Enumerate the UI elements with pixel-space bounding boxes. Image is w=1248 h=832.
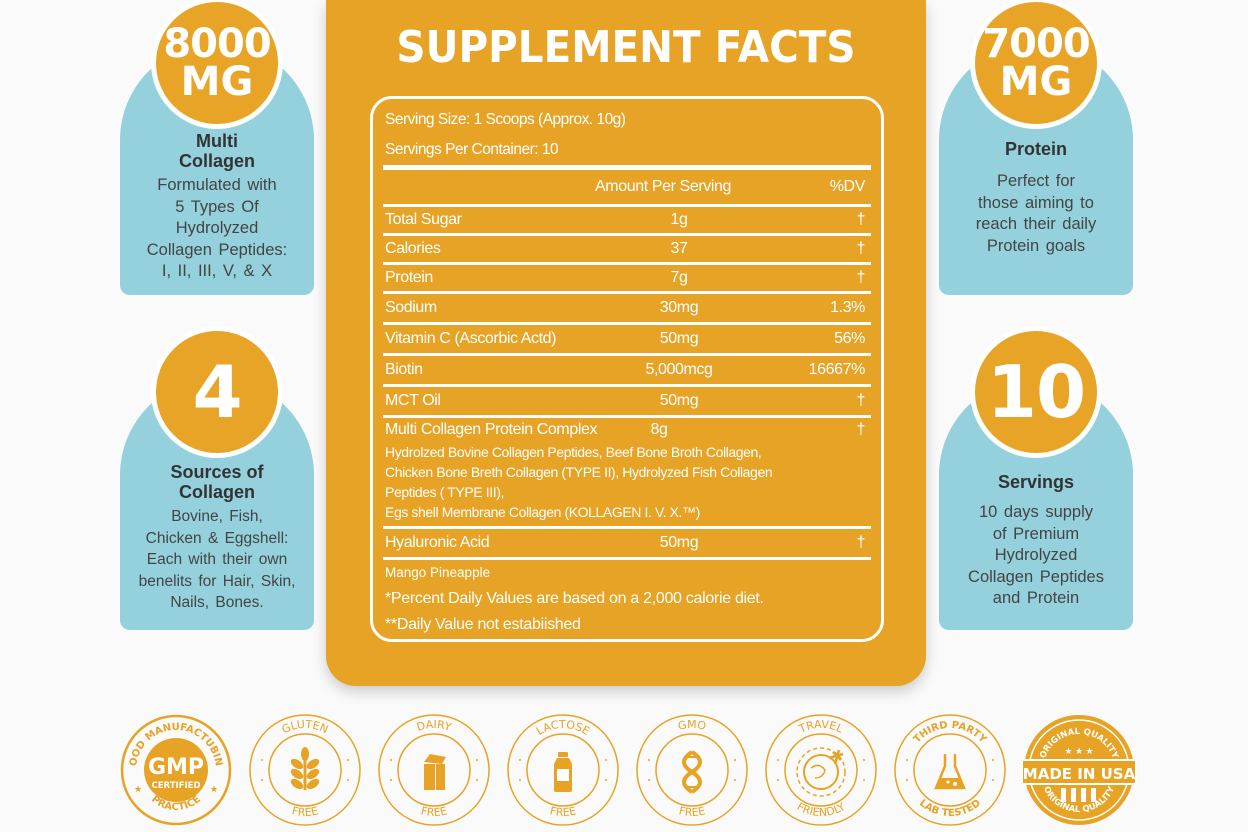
badge-gmo-free: GMO FREE xyxy=(634,712,750,828)
stat-description: Bovine, Fish, Chicken & Eggshell: Each w… xyxy=(138,508,296,611)
stat-unit: MG xyxy=(180,59,254,105)
divider xyxy=(383,526,871,529)
stat-circle: 7000 MG xyxy=(970,0,1102,129)
badge-travel-friendly: TRAVEL FRIENDLY xyxy=(763,712,879,828)
svg-text:FRIENDLY: FRIENDLY xyxy=(795,800,848,819)
complex-ingredients: Hydrolzed Bovine Collagen Peptides, Beef… xyxy=(385,444,773,520)
stat-description: Formulated with 5 Types Of Hydrolyzed Co… xyxy=(146,176,288,280)
stat-title: Servings xyxy=(997,472,1075,492)
table-row: Hyaluronic Acid 50mg † xyxy=(385,534,865,551)
stat-card-servings: 10 Servings 10 days supply of Premium Hy… xyxy=(939,326,1133,630)
gmp-certified-icon: GOOD MANUFACTUBING PRACTICE GMP CERTIFIE… xyxy=(118,712,232,826)
stat-description: 10 days supply of Premium Hydrolyzed Col… xyxy=(968,503,1104,607)
svg-text:CERTIFIED: CERTIFIED xyxy=(152,781,201,791)
table-row: Sodium 30mg 1.3% xyxy=(385,299,865,316)
svg-text:LACTOSE: LACTOSE xyxy=(534,718,592,738)
bottle-icon: LACTOSE FREE xyxy=(507,714,619,826)
stat-value: 8000 xyxy=(163,21,271,67)
badge-lactose-free: LACTOSE FREE xyxy=(505,712,621,828)
stat-title: Sources of Collagen xyxy=(170,462,264,502)
table-row: Calories 37 † xyxy=(385,240,865,257)
flask-icon: THIRD PARTY LAB TESTED xyxy=(894,714,1006,826)
servings-per-container: Servings Per Container: 10 xyxy=(385,141,559,158)
divider xyxy=(383,384,871,387)
stat-circle: 8000 MG xyxy=(151,0,283,129)
table-row: MCT Oil 50mg † xyxy=(385,392,865,409)
divider xyxy=(383,353,871,356)
stat-title: Protein xyxy=(1004,139,1067,159)
badge-made-in-usa: ORIGINAL QUALITY ORIGINAL QUALITY ★ ★ ★ … xyxy=(1021,712,1137,828)
svg-text:FREE: FREE xyxy=(420,804,449,819)
table-header: Amount Per Serving %DV xyxy=(385,170,869,204)
table-row: Vitamin C (Ascorbic Actd) 50mg 56% xyxy=(385,330,865,347)
stat-card-protein: 7000 MG Protein Perfect for those aiming… xyxy=(939,0,1133,295)
table-row: Total Sugar 1g † xyxy=(385,211,865,228)
footnote-not-established: **Daily Value not estabiished xyxy=(385,616,581,633)
header-amount: Amount Per Serving xyxy=(595,178,731,195)
flavor-label: Mango Pineapple xyxy=(385,565,491,580)
made-in-usa-icon: ORIGINAL QUALITY ORIGINAL QUALITY ★ ★ ★ … xyxy=(1021,715,1137,825)
stat-card-sources: 4 Sources of Collagen Bovine, Fish, Chic… xyxy=(120,326,314,630)
supplement-facts-panel: SUPPLEMENT FACTS Serving Size: 1 Scoops … xyxy=(326,0,926,686)
footnote-dv: *Percent Daily Values are based on a 2,0… xyxy=(385,590,764,607)
svg-text:THIRD PARTY: THIRD PARTY xyxy=(912,720,989,746)
wheat-icon: GLUTEN FREE xyxy=(249,714,361,826)
table-row: Biotin 5,000mcg 16667% xyxy=(385,361,865,378)
svg-text:★ ★ ★: ★ ★ ★ xyxy=(1064,746,1093,756)
facts-table: Serving Size: 1 Scoops (Approx. 10g) Ser… xyxy=(370,96,884,642)
stat-value: 4 xyxy=(192,349,242,434)
svg-text:★: ★ xyxy=(134,784,142,794)
svg-text:GLUTEN: GLUTEN xyxy=(280,718,331,736)
divider xyxy=(383,291,871,294)
table-row: Protein 7g † xyxy=(385,269,865,286)
svg-text:FREE: FREE xyxy=(549,804,578,819)
svg-text:FREE: FREE xyxy=(678,804,707,819)
svg-text:★: ★ xyxy=(210,784,218,794)
svg-text:GMO: GMO xyxy=(677,718,708,733)
globe-plane-icon: TRAVEL FRIENDLY xyxy=(765,714,877,826)
badge-lab-tested: THIRD PARTY LAB TESTED xyxy=(892,712,1008,828)
milk-carton-icon: DAIRY FREE xyxy=(378,714,490,826)
badge-gmp-certified: GOOD MANUFACTUBING PRACTICE GMP CERTIFIE… xyxy=(118,712,234,828)
stat-value: 7000 xyxy=(982,21,1090,67)
panel-title: SUPPLEMENT FACTS xyxy=(396,22,856,73)
collagen-complex-row: Multi Collagen Protein Complex 8g † Hydr… xyxy=(385,418,869,526)
divider xyxy=(383,415,871,418)
badge-dairy-free: DAIRY FREE xyxy=(376,712,492,828)
stat-circle: 4 xyxy=(151,326,283,458)
header-dv: %DV xyxy=(829,178,866,195)
svg-text:FREE: FREE xyxy=(291,804,320,819)
svg-text:LAB TESTED: LAB TESTED xyxy=(917,798,983,819)
svg-text:GMP: GMP xyxy=(148,755,204,780)
stat-card-multi-collagen: 8000 MG Multi Collagen Formulated with 5… xyxy=(120,0,314,295)
divider xyxy=(383,322,871,325)
stat-description: Perfect for those aiming to reach their … xyxy=(975,172,1097,255)
stat-circle: 10 xyxy=(970,326,1102,458)
svg-text:DAIRY: DAIRY xyxy=(415,718,453,734)
divider xyxy=(383,204,871,207)
divider xyxy=(383,233,871,236)
svg-text:TRAVEL: TRAVEL xyxy=(796,718,846,736)
divider xyxy=(383,557,871,560)
stat-title: Multi Collagen xyxy=(178,131,255,171)
stat-value: 10 xyxy=(986,349,1086,434)
divider xyxy=(383,165,871,170)
badge-gluten-free: GLUTEN FREE xyxy=(247,712,363,828)
serving-size: Serving Size: 1 Scoops (Approx. 10g) xyxy=(385,111,626,128)
certification-badges: GOOD MANUFACTUBING PRACTICE GMP CERTIFIE… xyxy=(118,712,1137,828)
svg-text:MADE IN USA: MADE IN USA xyxy=(1023,765,1136,783)
divider xyxy=(383,262,871,265)
stat-unit: MG xyxy=(999,59,1073,105)
dna-icon: GMO FREE xyxy=(636,714,748,826)
